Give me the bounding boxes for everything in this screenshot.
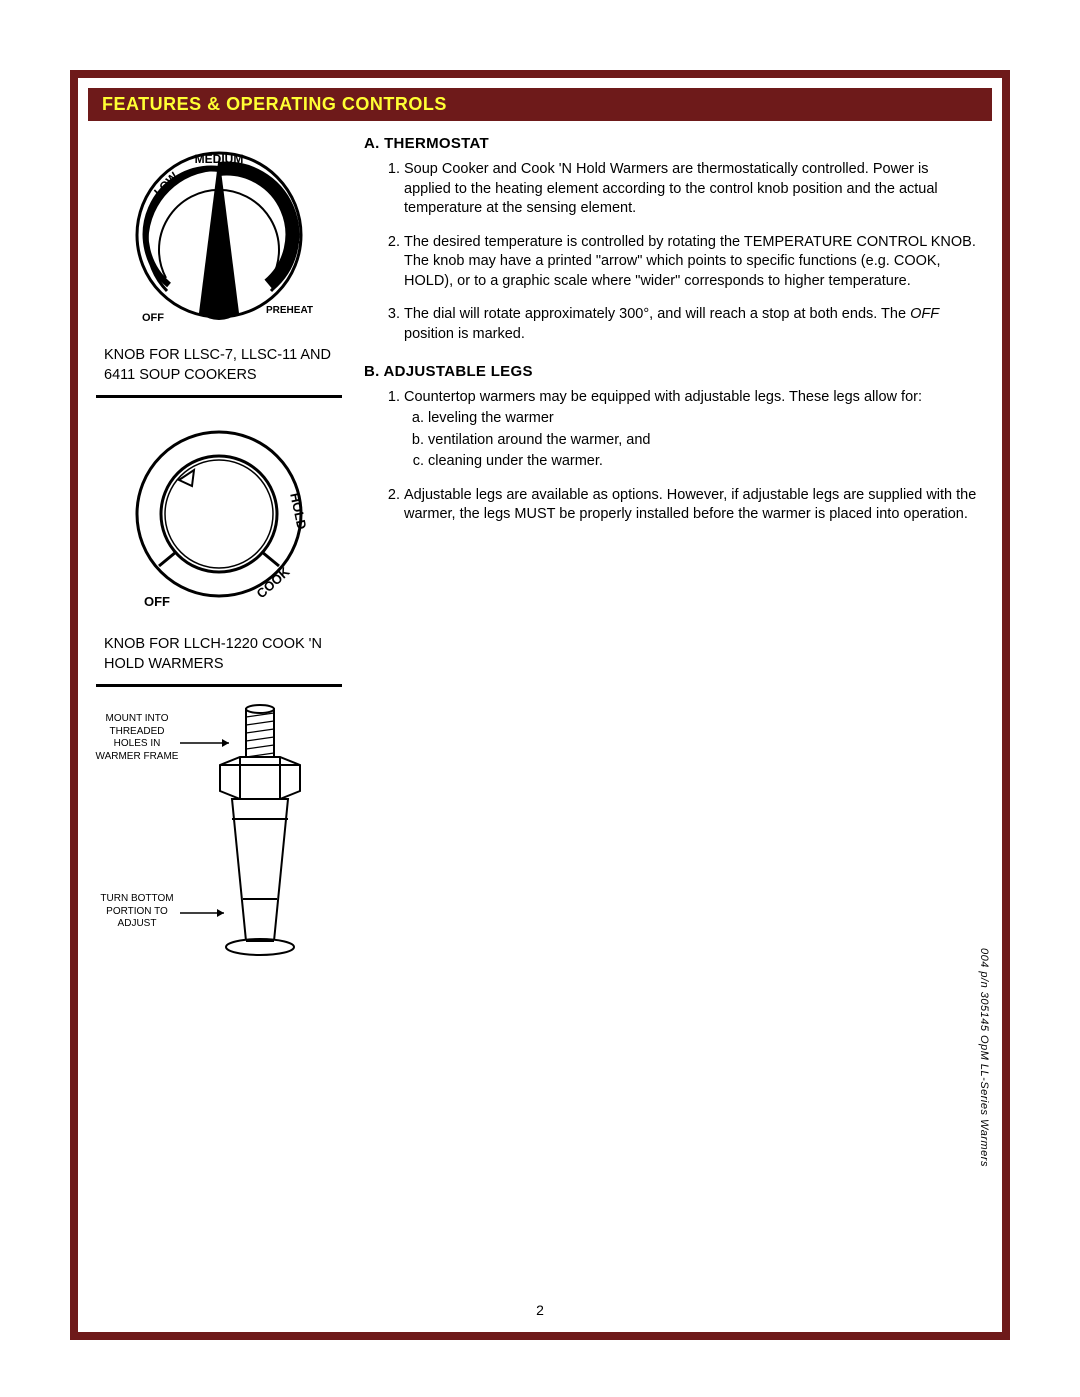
knob1-caption: KNOB FOR LLSC-7, LLSC-11 AND 6411 SOUP C…: [94, 340, 344, 385]
knob2-off-label: OFF: [144, 594, 170, 609]
section-header: FEATURES & OPERATING CONTROLS: [88, 88, 992, 121]
list-item: The desired temperature is controlled by…: [404, 233, 978, 292]
knob-cooknhold-figure: HOLD COOK OFF: [94, 414, 344, 629]
list-item: ventilation around the warmer, and: [428, 431, 978, 451]
content: LOW MEDIUM HIGH OFF PREHEAT KNOB FOR LLS…: [78, 135, 1002, 1023]
knob1-preheat-label: PREHEAT: [266, 305, 313, 316]
section-b-title: B. ADJUSTABLE LEGS: [364, 363, 978, 380]
list-item: The dial will rotate approximately 300°,…: [404, 305, 978, 344]
list-item: Soup Cooker and Cook 'N Hold Warmers are…: [404, 160, 978, 219]
list-item: Countertop warmers may be equipped with …: [404, 388, 978, 472]
divider-2: [96, 684, 342, 687]
knob2-hold-label: HOLD: [287, 492, 309, 531]
section-b-list: Countertop warmers may be equipped with …: [364, 388, 978, 525]
page-number: 2: [78, 1302, 1002, 1318]
knob2-caption: KNOB FOR LLCH-1220 COOK 'N HOLD WARMERS: [94, 629, 344, 674]
section-a-title: A. THERMOSTAT: [364, 135, 978, 152]
knob1-off-label: OFF: [142, 312, 164, 324]
divider-1: [96, 395, 342, 398]
knob-soup-cooker-figure: LOW MEDIUM HIGH OFF PREHEAT: [94, 135, 344, 340]
left-column: LOW MEDIUM HIGH OFF PREHEAT KNOB FOR LLS…: [94, 135, 344, 1023]
knob1-medium-label: MEDIUM: [195, 152, 244, 166]
knob2-cook-label: COOK: [253, 564, 292, 602]
list-item: leveling the warmer: [428, 409, 978, 429]
list-item: cleaning under the warmer.: [428, 452, 978, 472]
right-column: A. THERMOSTAT Soup Cooker and Cook 'N Ho…: [364, 135, 986, 1023]
adjustable-leg-figure: MOUNT INTO THREADED HOLES IN WARMER FRAM…: [94, 703, 344, 1023]
list-item: Adjustable legs are available as options…: [404, 486, 978, 525]
doc-reference: 004 p/n 305145 OpM LL-Series Warmers: [978, 948, 990, 1167]
page-frame: FEATURES & OPERATING CONTROLS LOW: [70, 70, 1010, 1340]
section-a-list: Soup Cooker and Cook 'N Hold Warmers are…: [364, 160, 978, 345]
